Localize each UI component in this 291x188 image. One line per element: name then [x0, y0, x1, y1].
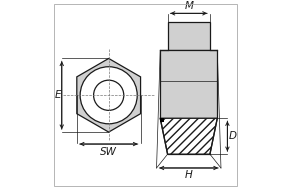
Polygon shape [160, 118, 217, 154]
Bar [160, 118, 164, 122]
Text: SW: SW [100, 147, 117, 157]
Circle shape [80, 67, 137, 124]
Text: H: H [185, 170, 193, 180]
Polygon shape [77, 58, 141, 132]
Text: D: D [228, 131, 237, 141]
Bar [160, 50, 217, 118]
Text: E: E [54, 90, 61, 100]
Text: M: M [184, 1, 193, 11]
Circle shape [94, 80, 124, 110]
Bar [168, 22, 210, 50]
